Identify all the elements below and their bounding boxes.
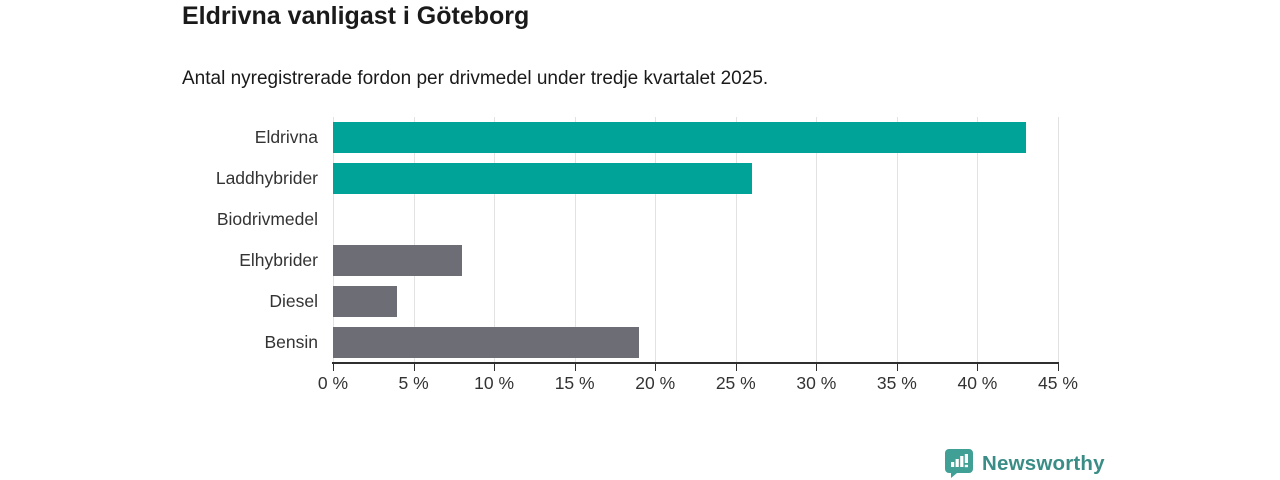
bar — [333, 245, 462, 276]
category-label: Diesel — [269, 291, 318, 311]
gridline — [1058, 117, 1059, 363]
bar — [333, 286, 398, 317]
category-label: Elhybrider — [239, 250, 318, 270]
tick-mark — [494, 364, 496, 371]
bar — [333, 327, 640, 358]
tick-mark — [735, 364, 737, 371]
tick-label: 35 % — [876, 373, 917, 393]
gridline — [494, 117, 496, 363]
chart-subtitle: Antal nyregistrerade fordon per drivmede… — [182, 68, 769, 89]
category-label: Bensin — [264, 332, 318, 352]
gridline — [333, 117, 334, 363]
tick-mark — [977, 364, 979, 371]
tick-label: 40 % — [957, 373, 998, 393]
tick-mark — [1058, 364, 1059, 371]
tick-mark — [896, 364, 898, 371]
tick-label: 25 % — [715, 373, 756, 393]
category-label: Laddhybrider — [215, 168, 318, 188]
tick-mark — [574, 364, 576, 371]
category-label: Eldrivna — [254, 127, 318, 147]
newsworthy-logo-text: Newsworthy — [982, 451, 1105, 475]
tick-label: 10 % — [474, 373, 515, 393]
gridline — [735, 117, 737, 363]
bar — [333, 163, 752, 194]
plot-area — [333, 117, 1059, 363]
tick-label: 30 % — [796, 373, 837, 393]
gridline — [896, 117, 898, 363]
x-axis-line — [332, 362, 1059, 364]
tick-mark — [413, 364, 415, 371]
gridline — [977, 117, 979, 363]
bar — [333, 122, 1026, 153]
tick-label: 15 % — [554, 373, 595, 393]
chart-title: Eldrivna vanligast i Göteborg — [182, 2, 530, 30]
gridline — [655, 117, 657, 363]
bar-chart-speech-bubble-icon — [945, 449, 973, 478]
gridline — [413, 117, 415, 363]
category-label: Biodrivmedel — [216, 209, 318, 229]
tick-mark — [333, 364, 334, 371]
tick-label: 45 % — [1038, 373, 1078, 393]
category-axis: Eldrivna Laddhybrider Biodrivmedel Elhybrid… — [0, 117, 318, 363]
gridline — [574, 117, 576, 363]
tick-label: 5 % — [398, 373, 429, 393]
tick-label: 0 % — [317, 373, 349, 393]
gridline — [816, 117, 818, 363]
tick-mark — [655, 364, 657, 371]
tick-mark — [816, 364, 818, 371]
newsworthy-logo: Newsworthy — [944, 448, 1105, 479]
tick-label: 20 % — [635, 373, 676, 393]
